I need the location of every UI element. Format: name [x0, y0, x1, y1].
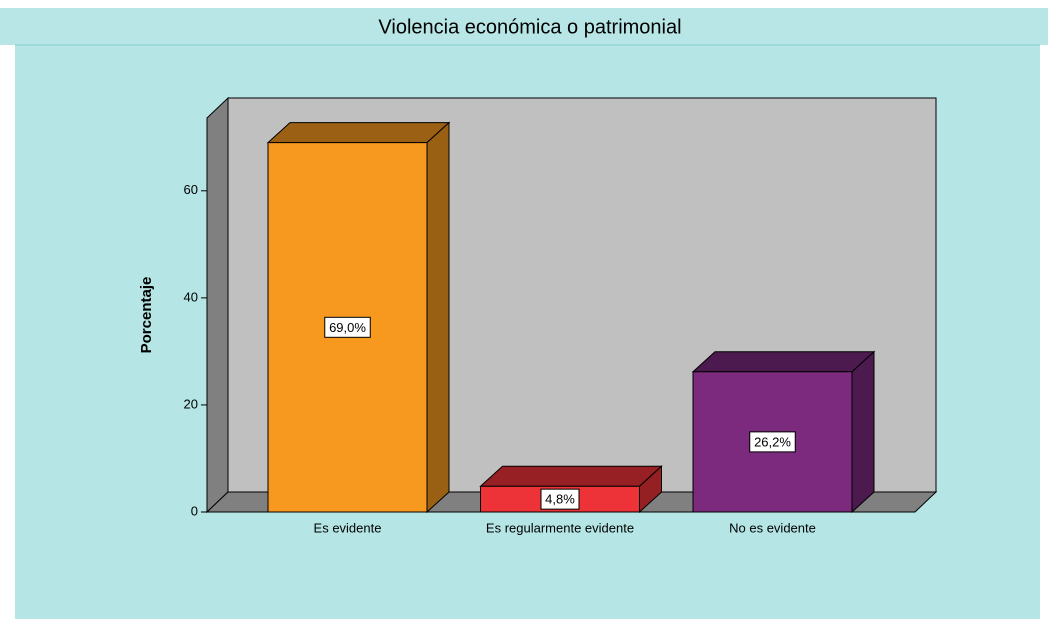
bar-top — [691, 351, 876, 373]
x-tick-label: Es regularmente evidente — [486, 520, 634, 535]
y-tick-label: 60 — [184, 182, 198, 197]
y-tick-label: 0 — [191, 503, 198, 518]
value-label-box — [749, 431, 796, 453]
title-bar — [0, 8, 1048, 45]
value-label: 4,8% — [545, 492, 575, 507]
x-tick-label: Es evidente — [314, 520, 382, 535]
y-tick-label: 40 — [184, 289, 198, 304]
value-label-box — [324, 316, 371, 338]
y-tick-label: 20 — [184, 396, 198, 411]
value-label: 69,0% — [329, 320, 366, 335]
bar-side — [851, 350, 875, 514]
value-label-box — [540, 488, 580, 510]
left-wall — [206, 96, 229, 514]
chart-title: Violencia económica o patrimonial — [378, 16, 681, 38]
bar-top — [479, 465, 663, 487]
bar-top — [266, 122, 451, 144]
x-tick-label: No es evidente — [729, 520, 816, 535]
value-label: 26,2% — [754, 434, 791, 449]
y-axis-label: Porcentaje — [138, 277, 155, 354]
bar-side — [426, 121, 450, 514]
